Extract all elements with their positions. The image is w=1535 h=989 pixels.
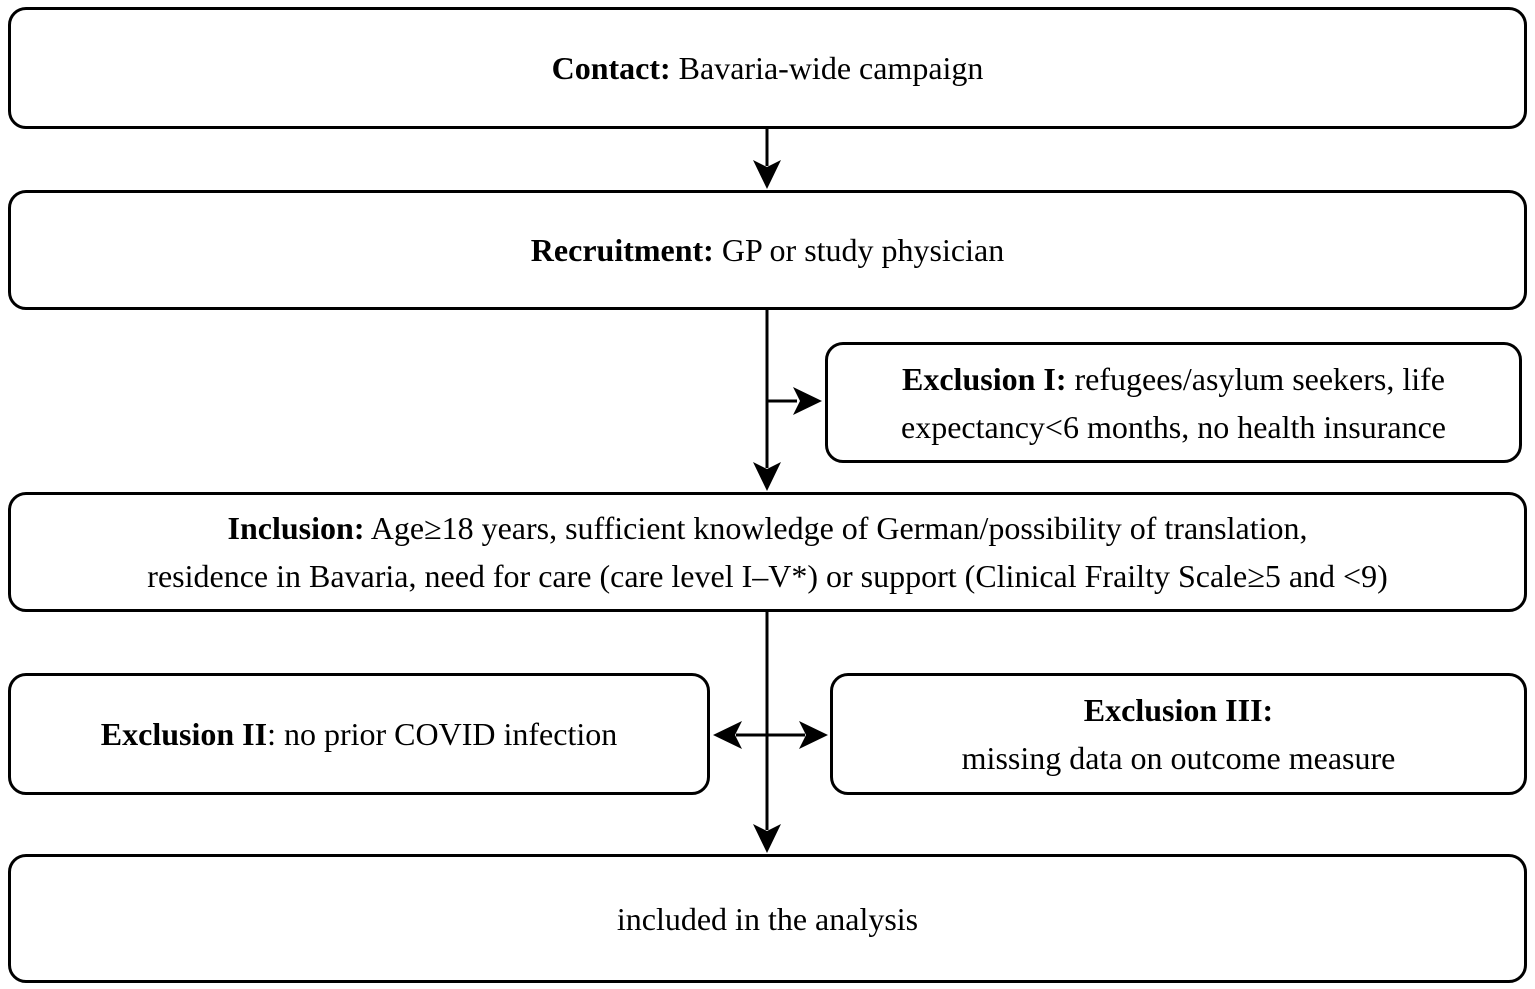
- arrow-branch-to-exclusion1: [767, 387, 822, 415]
- arrow-branch-to-exclusion2-and-3: [713, 721, 828, 749]
- node-included-in-analysis: included in the analysis: [8, 854, 1527, 983]
- node-exclusion-3-label-bold: Exclusion III:: [1083, 692, 1274, 728]
- node-contact: Contact: Bavaria-wide campaign: [8, 7, 1527, 129]
- node-recruitment: Recruitment: GP or study physician: [8, 190, 1527, 310]
- node-recruitment-label: Recruitment: GP or study physician: [531, 226, 1004, 274]
- arrow-inclusion-to-included: [753, 612, 781, 853]
- arrow-recruitment-to-inclusion: [753, 310, 781, 491]
- node-exclusion-2-label: Exclusion II: no prior COVID infection: [101, 710, 617, 758]
- node-inclusion-label-rest: Age≥18 years, sufficient knowledge of Ge…: [364, 510, 1308, 546]
- arrow-contact-to-recruitment: [753, 129, 781, 189]
- node-exclusion-1-line2: expectancy<6 months, no health insurance: [901, 408, 1446, 445]
- node-contact-label-rest: Bavaria-wide campaign: [670, 50, 984, 86]
- node-exclusion-1-label-bold: Exclusion I:: [902, 360, 1067, 397]
- node-exclusion-2: Exclusion II: no prior COVID infection: [8, 673, 710, 795]
- node-inclusion-line2: residence in Bavaria, need for care (car…: [147, 558, 1388, 594]
- node-contact-label-bold: Contact:: [551, 50, 671, 86]
- node-recruitment-label-bold: Recruitment:: [530, 232, 714, 268]
- node-inclusion-label-bold: Inclusion:: [227, 510, 365, 546]
- node-exclusion-3-line2: missing data on outcome measure: [961, 740, 1396, 776]
- node-inclusion: Inclusion: Age≥18 years, sufficient know…: [8, 492, 1527, 612]
- node-contact-label: Contact: Bavaria-wide campaign: [552, 44, 984, 92]
- node-exclusion-2-label-rest: : no prior COVID infection: [267, 716, 618, 752]
- node-exclusion-1: Exclusion I: refugees/asylum seekers, li…: [825, 342, 1522, 463]
- node-exclusion-1-line1: Exclusion I: refugees/asylum seekers, li…: [902, 355, 1445, 403]
- node-exclusion-1-label-rest: refugees/asylum seekers, life: [1066, 360, 1445, 397]
- node-exclusion-3: Exclusion III: missing data on outcome m…: [830, 673, 1527, 795]
- node-exclusion-2-label-bold: Exclusion II: [100, 716, 268, 752]
- node-inclusion-line1: Inclusion: Age≥18 years, sufficient know…: [228, 504, 1308, 552]
- node-included-label: included in the analysis: [616, 900, 919, 937]
- node-recruitment-label-rest: GP or study physician: [713, 232, 1005, 268]
